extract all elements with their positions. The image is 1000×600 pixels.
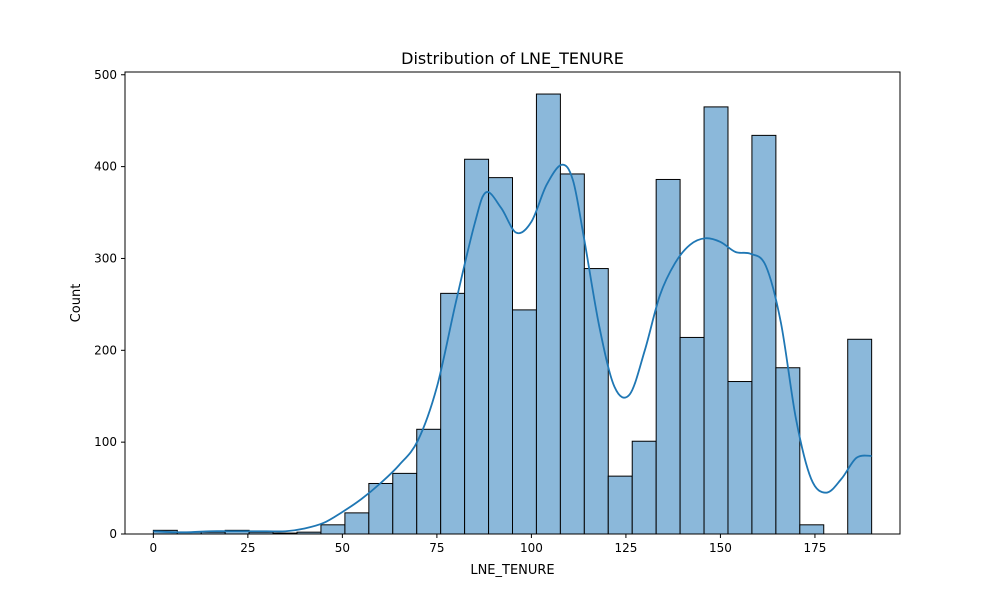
histogram-bar — [320, 524, 346, 535]
histogram-bar — [559, 173, 585, 535]
histogram-bar — [344, 512, 370, 535]
y-tick-label: 300 — [94, 251, 117, 265]
histogram-bar — [512, 309, 537, 535]
histogram-bar — [655, 178, 681, 535]
histogram-bar — [631, 440, 657, 535]
histogram-bar — [703, 106, 729, 535]
histogram-bar — [488, 177, 514, 535]
y-tick-label: 100 — [94, 435, 117, 449]
x-tick-label: 150 — [709, 541, 732, 555]
histogram-bar — [847, 338, 873, 535]
x-tick-label: 25 — [240, 541, 255, 555]
histogram-bar — [679, 336, 705, 535]
x-tick-label: 100 — [520, 541, 543, 555]
histogram-bar — [727, 381, 753, 535]
kde-curve — [153, 163, 872, 534]
histogram-bar — [535, 93, 561, 535]
y-axis-ticks: 0 100 200 300 400 500 — [94, 68, 125, 541]
plot-frame — [124, 71, 901, 535]
y-tick-label: 500 — [94, 68, 117, 82]
x-tick-label: 75 — [429, 541, 444, 555]
y-axis-label: Count — [69, 284, 84, 323]
histogram-bar — [440, 292, 466, 535]
y-tick-label: 0 — [109, 527, 117, 541]
histogram-bar — [416, 428, 442, 535]
histogram-bars — [152, 93, 873, 535]
x-axis-ticks: 0 25 50 75 100 125 150 175 — [150, 534, 826, 555]
histogram-bar — [607, 475, 633, 535]
y-tick-label: 400 — [94, 160, 117, 174]
histogram-bar — [392, 472, 418, 535]
x-tick-label: 0 — [150, 541, 158, 555]
histogram-bar — [751, 134, 777, 535]
x-tick-label: 175 — [803, 541, 826, 555]
x-tick-label: 125 — [614, 541, 637, 555]
chart-title: Distribution of LNE_TENURE — [401, 49, 624, 69]
y-tick-label: 200 — [94, 343, 117, 357]
histogram-bar — [775, 367, 801, 535]
x-axis-label: LNE_TENURE — [470, 563, 554, 578]
histogram-bar — [799, 524, 825, 535]
x-tick-label: 50 — [335, 541, 350, 555]
